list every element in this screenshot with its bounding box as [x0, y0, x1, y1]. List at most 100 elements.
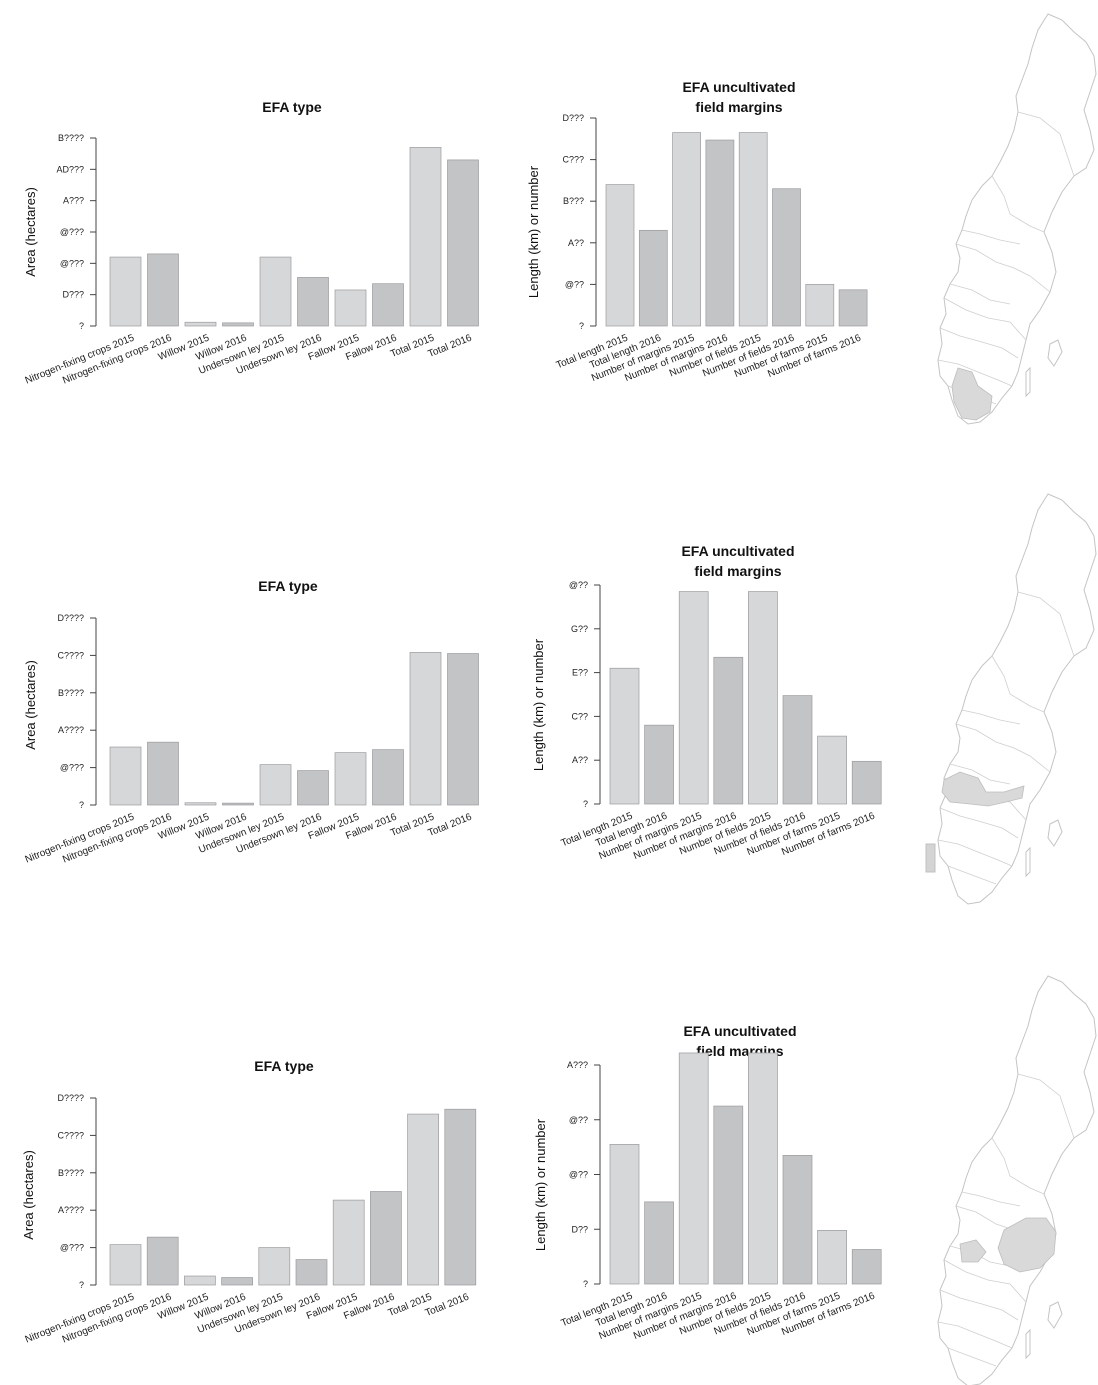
- region-border: [991, 175, 1045, 233]
- y-tick-label: ?: [579, 321, 584, 331]
- region-border: [991, 655, 1045, 713]
- bar: [332, 1199, 365, 1286]
- y-tick-label: A???: [63, 196, 84, 206]
- region-border: [943, 297, 1027, 341]
- bar: [222, 802, 254, 806]
- bar: [222, 322, 254, 327]
- y-tick-label: @???: [60, 227, 84, 237]
- y-axis-label: Area (hectares): [23, 187, 38, 277]
- bar: [447, 159, 479, 327]
- y-tick-label: G??: [571, 624, 588, 634]
- y-tick-label: A??: [568, 238, 584, 248]
- bar: [748, 591, 778, 805]
- bar: [817, 1229, 847, 1285]
- bar: [805, 284, 835, 327]
- bar: [109, 256, 142, 327]
- x-category-label: Total 2016: [427, 332, 474, 360]
- y-tick-label: ?: [583, 1279, 588, 1289]
- y-tick-label: D????: [57, 1093, 84, 1103]
- y-tick-label: C???: [562, 155, 584, 165]
- bar: [184, 321, 217, 327]
- y-tick-label: D??: [571, 1224, 588, 1234]
- island-gotland: [1047, 339, 1063, 367]
- region-border: [949, 283, 1011, 305]
- y-tick-label: C????: [57, 1130, 84, 1140]
- region-border: [961, 709, 1021, 725]
- chart-title: EFA type: [262, 99, 322, 115]
- bar: [297, 277, 329, 327]
- island-oland: [1025, 1328, 1031, 1360]
- chart-1: EFA type Area (hectares)? D??? @??? @??? A???…: [23, 99, 479, 387]
- bar: [678, 1052, 709, 1285]
- y-tick-label: @???: [60, 258, 84, 268]
- bar: [782, 1154, 813, 1285]
- y-tick-label: @???: [60, 763, 84, 773]
- chart-2: EFA uncultivated field margins Length (km)…: [526, 79, 868, 384]
- region-border: [955, 723, 1051, 773]
- bar: [638, 229, 668, 327]
- region-border: [937, 359, 1013, 387]
- region-border: [961, 1191, 1021, 1207]
- region-border: [939, 327, 1019, 359]
- region-border: [943, 1259, 1027, 1303]
- bar: [184, 1275, 216, 1286]
- bar: [713, 656, 744, 805]
- bar: [370, 1191, 402, 1286]
- bar: [409, 147, 442, 327]
- region-border: [949, 763, 1011, 785]
- y-tick-label: @??: [569, 580, 588, 590]
- country-outline: [937, 13, 1097, 425]
- region-border: [1017, 1073, 1075, 1139]
- bar: [817, 735, 847, 805]
- bar: [407, 1113, 439, 1286]
- y-tick-label: A????: [58, 725, 84, 735]
- chart-title: EFA uncultivated: [682, 79, 795, 95]
- island-oland: [1025, 846, 1031, 878]
- island-gotland: [1047, 819, 1063, 847]
- region-border: [937, 839, 1013, 867]
- bar: [738, 132, 768, 327]
- map-legend-patch: [925, 843, 936, 873]
- x-category-label: Total 2016: [427, 811, 474, 839]
- bar: [259, 764, 292, 806]
- y-tick-label: A???: [567, 1060, 588, 1070]
- bar: [609, 667, 640, 805]
- bar: [782, 695, 813, 805]
- y-axis-label: Length (km) or number: [526, 165, 541, 298]
- bar: [109, 746, 142, 806]
- region-border: [961, 229, 1021, 245]
- chart-title-line-2: field margins: [695, 99, 782, 115]
- y-tick-label: B???: [563, 196, 584, 206]
- y-axis-label: Area (hectares): [23, 660, 38, 750]
- bar: [297, 770, 329, 806]
- region-border: [937, 1321, 1013, 1349]
- y-tick-label: D????: [57, 613, 84, 623]
- y-axis-label: Length (km) or number: [533, 1118, 548, 1251]
- bar: [644, 724, 674, 805]
- country-outline: [937, 493, 1097, 905]
- y-tick-label: ?: [79, 321, 84, 331]
- y-axis-label: Length (km) or number: [531, 638, 546, 771]
- charts: EFA type Area (hectares)? D??? @??? @??? A???…: [21, 79, 882, 1346]
- bar: [372, 749, 404, 806]
- chart-title: EFA uncultivated: [681, 543, 794, 559]
- region-border: [939, 1289, 1019, 1321]
- bar: [146, 1236, 179, 1286]
- y-tick-label: C????: [57, 650, 84, 660]
- region-border: [1017, 111, 1075, 177]
- chart-title: EFA type: [254, 1058, 314, 1074]
- region-border: [955, 243, 1051, 293]
- bar: [147, 741, 179, 806]
- y-tick-label: @???: [60, 1243, 84, 1253]
- island-gotland: [1047, 1301, 1063, 1329]
- y-tick-label: E??: [572, 668, 588, 678]
- bar: [184, 802, 217, 806]
- highlighted-region: [959, 1217, 1057, 1273]
- bar: [672, 132, 701, 327]
- bar: [713, 1105, 744, 1285]
- highlighted-region: [951, 367, 993, 421]
- y-tick-label: ?: [79, 800, 84, 810]
- sweden-map-3: [937, 975, 1097, 1385]
- bar: [851, 1249, 882, 1285]
- bar: [705, 139, 735, 327]
